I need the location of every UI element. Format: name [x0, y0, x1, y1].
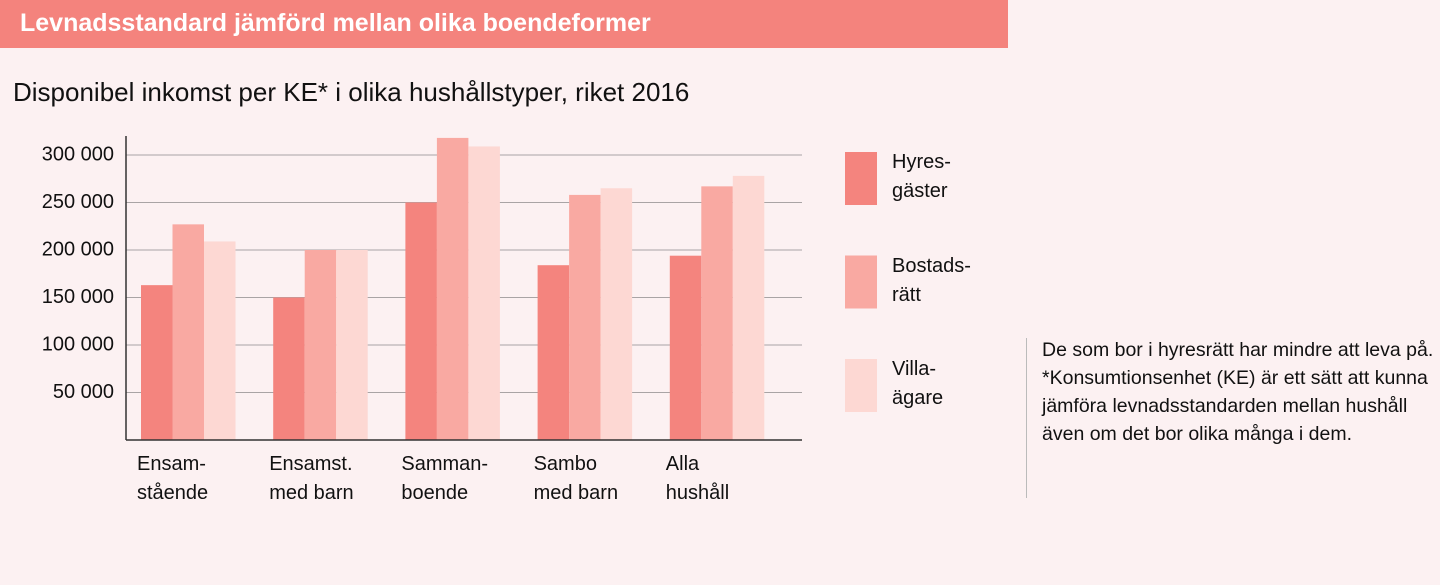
y-tick-label: 200 000 — [42, 238, 114, 260]
bar — [600, 188, 633, 440]
note-rule — [1026, 338, 1027, 498]
bar — [273, 297, 305, 440]
legend-label: Villa- ägare — [892, 358, 944, 409]
header-bar: Levnadsstandard jämförd mellan olika boe… — [0, 0, 1008, 48]
bar — [701, 186, 733, 440]
legend-swatch — [845, 359, 877, 412]
bar — [732, 175, 765, 440]
x-tick-label: Ensamst. med barn — [269, 453, 354, 504]
x-tick-label: Alla hushåll — [665, 453, 730, 504]
bar — [569, 194, 601, 440]
header-title: Levnadsstandard jämförd mellan olika boe… — [20, 9, 651, 37]
legend-swatch — [845, 255, 877, 309]
x-tick-label: Sambo med barn — [533, 453, 619, 504]
bar — [204, 241, 236, 440]
bar — [405, 202, 437, 440]
bar — [172, 224, 204, 440]
bar — [336, 250, 368, 440]
bar — [304, 250, 337, 440]
x-tick-label: Samman- boende — [401, 453, 489, 504]
x-tick-label: Ensam- stående — [137, 453, 209, 504]
note: De som bor i hyresrätt har mindre att le… — [1042, 339, 1434, 445]
bar — [537, 265, 570, 440]
bar — [468, 146, 500, 440]
y-tick-label: 100 000 — [42, 333, 114, 355]
chart-title: Disponibel inkomst per KE* i olika hushå… — [13, 77, 690, 107]
bar — [141, 285, 173, 440]
y-tick-label: 250 000 — [42, 191, 114, 213]
legend-label: Hyres- gäster — [892, 151, 951, 202]
legend-label: Bostads- rätt — [892, 254, 971, 306]
y-tick-label: 300 000 — [42, 143, 114, 165]
y-tick-label: 150 000 — [42, 286, 114, 308]
bar — [669, 255, 702, 440]
y-tick-label: 50 000 — [53, 381, 114, 403]
bar — [436, 137, 469, 440]
legend-swatch — [845, 152, 877, 205]
